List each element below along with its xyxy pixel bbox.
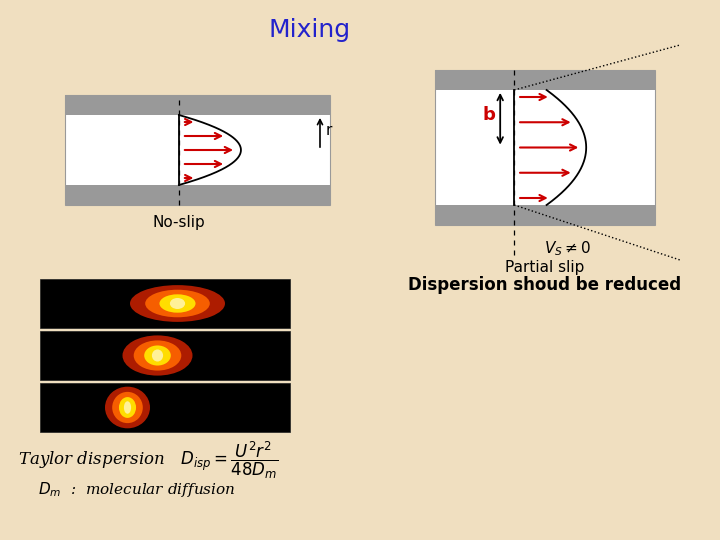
Text: $D_m$  :  molecular diffusion: $D_m$ : molecular diffusion: [38, 481, 235, 500]
Bar: [435, 70, 655, 225]
Ellipse shape: [112, 392, 143, 423]
Bar: [40, 331, 290, 380]
Ellipse shape: [119, 397, 136, 418]
Ellipse shape: [170, 298, 185, 309]
Text: Mixing: Mixing: [269, 18, 351, 42]
Text: r: r: [326, 123, 333, 138]
Ellipse shape: [124, 401, 131, 414]
Bar: [435, 70, 655, 90]
Text: b: b: [482, 106, 495, 124]
Bar: [65, 185, 330, 205]
Bar: [40, 279, 290, 328]
Ellipse shape: [134, 340, 181, 370]
Ellipse shape: [130, 285, 225, 322]
Ellipse shape: [152, 349, 163, 361]
Ellipse shape: [105, 387, 150, 428]
Bar: [435, 205, 655, 225]
Ellipse shape: [144, 346, 171, 366]
Bar: [65, 95, 330, 115]
Text: $V_S \neq 0$: $V_S \neq 0$: [544, 239, 591, 258]
Bar: [40, 383, 290, 432]
Ellipse shape: [122, 335, 192, 376]
Text: Partial slip: Partial slip: [505, 260, 585, 275]
Bar: [65, 95, 330, 205]
Text: Taylor dispersion   $D_{isp} = \dfrac{U^2r^2}{48D_m}$: Taylor dispersion $D_{isp} = \dfrac{U^2r…: [18, 440, 279, 481]
Ellipse shape: [159, 294, 196, 313]
Text: No-slip: No-slip: [153, 215, 205, 230]
Text: Dispersion shoud be reduced: Dispersion shoud be reduced: [408, 276, 682, 294]
Ellipse shape: [145, 290, 210, 318]
